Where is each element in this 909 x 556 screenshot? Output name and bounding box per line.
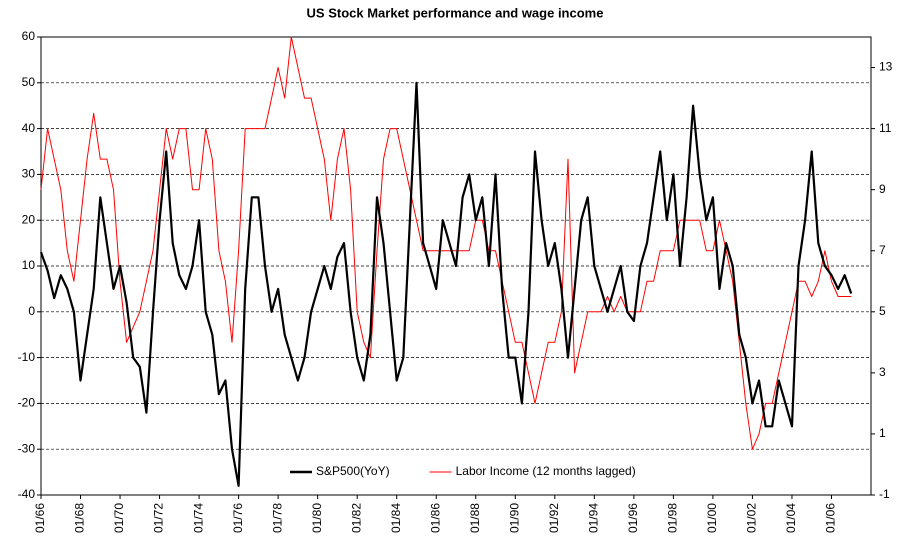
y2-tick-label: 9 [879, 182, 886, 196]
x-tick-label: 01/84 [389, 503, 403, 533]
x-tick-label: 01/86 [428, 503, 442, 533]
y2-tick-label: -1 [879, 487, 890, 501]
y2-tick-label: 13 [879, 60, 893, 74]
series-line [39, 81, 853, 487]
y2-tick-label: 5 [879, 304, 886, 318]
y-tick-label: 40 [22, 121, 36, 135]
y-tick-label: 0 [28, 304, 35, 318]
y-tick-label: 50 [22, 75, 36, 89]
x-tick-label: 01/74 [191, 503, 205, 533]
x-tick-label: 01/80 [310, 503, 324, 533]
x-tick-label: 01/72 [152, 503, 166, 533]
x-tick-label: 01/00 [705, 503, 719, 533]
y2-tick-label: 7 [879, 243, 886, 257]
x-tick-label: 01/92 [547, 503, 561, 533]
x-tick-label: 01/06 [824, 503, 838, 533]
y-tick-label: -30 [18, 441, 36, 455]
x-tick-label: 01/88 [468, 503, 482, 533]
x-tick-label: 01/76 [231, 503, 245, 533]
y2-tick-label: 3 [879, 365, 886, 379]
y-tick-label: 60 [22, 29, 36, 43]
x-tick-label: 01/96 [626, 503, 640, 533]
x-tick-label: 01/66 [33, 503, 47, 533]
x-tick-label: 01/68 [73, 503, 87, 533]
x-tick-label: 01/98 [666, 503, 680, 533]
y-tick-label: 10 [22, 258, 36, 272]
x-tick-label: 01/78 [270, 503, 284, 533]
series-line [40, 36, 852, 450]
legend-label: S&P500(YoY) [316, 464, 390, 478]
y-tick-label: -40 [18, 487, 36, 501]
x-tick-label: 01/82 [349, 503, 363, 533]
chart-title: US Stock Market performance and wage inc… [307, 5, 604, 20]
x-tick-label: 01/90 [507, 503, 521, 533]
y-tick-label: 20 [22, 212, 36, 226]
y-tick-label: -20 [18, 396, 36, 410]
x-tick-label: 01/02 [745, 503, 759, 533]
legend-label: Labor Income (12 months lagged) [456, 464, 636, 478]
y-tick-label: -10 [18, 350, 36, 364]
x-tick-label: 01/04 [784, 503, 798, 533]
x-tick-label: 01/94 [587, 503, 601, 533]
x-tick-label: 01/70 [112, 503, 126, 533]
y-tick-label: 30 [22, 167, 36, 181]
y2-tick-label: 1 [879, 426, 886, 440]
y2-tick-label: 11 [879, 121, 892, 135]
